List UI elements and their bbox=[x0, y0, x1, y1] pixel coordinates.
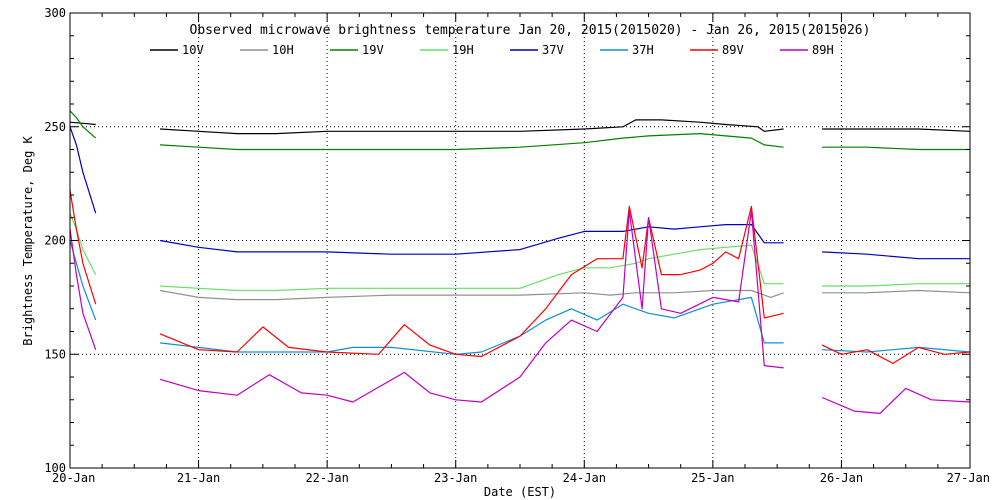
series-line-89v-seg2 bbox=[821, 344, 971, 364]
legend-label-89v: 89V bbox=[722, 43, 744, 57]
y-axis-label: Brightness Temperature, Deg K bbox=[21, 135, 35, 345]
y-tick-label: 250 bbox=[44, 120, 66, 134]
y-tick-label: 200 bbox=[44, 234, 66, 248]
legend-label-37h: 37H bbox=[632, 43, 654, 57]
y-tick-label: 150 bbox=[44, 347, 66, 361]
series-line-19h-seg2 bbox=[822, 283, 970, 287]
legend-label-19h: 19H bbox=[452, 43, 474, 57]
series-line-19v-seg2 bbox=[822, 146, 970, 151]
axis-ticks: 100 150 200 250 300 20-Jan 21-Jan 22-Jan 23-Jan 2… bbox=[44, 6, 990, 485]
legend-label-10v: 10V bbox=[182, 43, 204, 57]
series-line-10h-seg1 bbox=[822, 289, 971, 294]
series-line-37v-seg1 bbox=[159, 224, 784, 255]
grid-lines bbox=[70, 13, 970, 468]
y-tick-label: 100 bbox=[44, 461, 66, 475]
series-line-89v-seg1 bbox=[159, 205, 784, 358]
chart-title: Observed microwave brightness temperatur… bbox=[190, 23, 871, 38]
series-line-89h-seg2 bbox=[821, 387, 971, 414]
x-tick-label: 22-Jan bbox=[305, 471, 348, 485]
x-tick-label: 23-Jan bbox=[434, 471, 477, 485]
x-tick-label: 24-Jan bbox=[563, 471, 606, 485]
series-line-19h-seg0 bbox=[69, 212, 97, 275]
series-line-10v-seg2 bbox=[822, 128, 971, 132]
series-line-37h-seg2 bbox=[822, 346, 971, 353]
x-tick-label: 27-Jan bbox=[947, 471, 990, 485]
legend-label-37v: 37V bbox=[542, 43, 564, 57]
series-line-19v-seg1 bbox=[159, 133, 784, 151]
x-tick-label: 21-Jan bbox=[177, 471, 220, 485]
legend: 10V 10H 19V 19H 37V 37H 89V 89H bbox=[150, 43, 834, 57]
y-tick-label: 300 bbox=[44, 6, 66, 20]
series-line-19h-seg1 bbox=[159, 244, 784, 292]
series-line-89h-seg0 bbox=[69, 229, 97, 350]
legend-label-89h: 89H bbox=[812, 43, 834, 57]
series-line-10h-seg0 bbox=[159, 289, 784, 301]
series-line-89v-seg0 bbox=[69, 190, 97, 305]
series-line-37h-seg1 bbox=[159, 296, 784, 355]
series-line-37v-seg2 bbox=[822, 251, 970, 260]
series-lines bbox=[69, 110, 971, 414]
x-tick-label: 25-Jan bbox=[691, 471, 734, 485]
series-line-10v-seg0 bbox=[69, 121, 96, 126]
series-line-89h-seg1 bbox=[159, 210, 784, 403]
x-tick-label: 26-Jan bbox=[820, 471, 863, 485]
series-line-10v-seg1 bbox=[159, 119, 784, 135]
x-axis-label: Date (EST) bbox=[484, 485, 556, 499]
legend-label-10h: 10H bbox=[272, 43, 294, 57]
series-line-37v-seg0 bbox=[69, 126, 97, 214]
legend-label-19v: 19V bbox=[362, 43, 384, 57]
series-line-19v-seg0 bbox=[69, 110, 97, 139]
x-tick-label: 20-Jan bbox=[52, 471, 95, 485]
